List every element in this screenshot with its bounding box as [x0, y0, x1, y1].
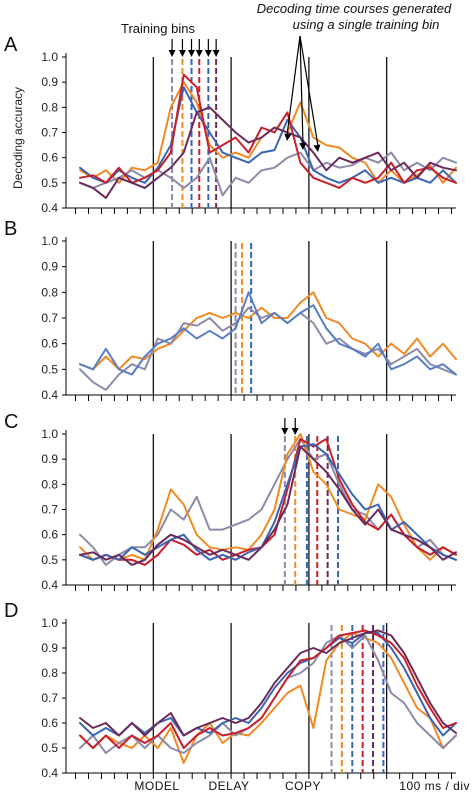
y-tick-label: 1.0	[41, 234, 58, 248]
panel-c-arrowhead	[281, 428, 289, 435]
training-bin-arrowhead	[204, 50, 212, 57]
y-axis-label: Decoding accuracy	[11, 87, 25, 189]
training-bin-arrowhead	[168, 50, 176, 57]
decoding-arrowhead	[299, 142, 307, 150]
y-tick-label: 0.4	[41, 766, 58, 780]
series-line	[79, 632, 457, 764]
panel-b: B 0.4 0.5 0.6 0.7 0.8 0.9 1.0	[4, 218, 457, 402]
decoding-arrow	[299, 35, 319, 147]
y-tick-label: 0.6	[41, 716, 58, 730]
y-tick-label: 1.0	[41, 427, 58, 441]
series-line	[79, 445, 457, 566]
training-bin-arrowhead	[195, 50, 203, 57]
x-label-model: MODEL	[134, 779, 179, 793]
decoding-annotation-line1: Decoding time courses generated	[257, 1, 452, 16]
training-bins-label: Training bins	[121, 21, 195, 36]
y-tick-label: 0.8	[41, 100, 58, 114]
series-line	[79, 443, 457, 561]
y-tick-label: 0.4	[41, 578, 58, 592]
y-tick-label: 0.6	[41, 151, 58, 165]
y-tick-label: 0.7	[41, 311, 58, 325]
y-tick-label: 0.7	[41, 691, 58, 705]
series-line	[79, 306, 457, 391]
panels: A 0.4 0.5 0.6 0.7 0.8 0.9 1.0 B 0.4 0.5 0.6 0.7 0.8 0.…	[4, 34, 457, 780]
decoding-arrow	[286, 35, 301, 136]
training-bin-arrowhead	[188, 50, 196, 57]
series-line	[79, 86, 457, 184]
y-tick-label: 0.7	[41, 503, 58, 517]
y-tick-label: 0.8	[41, 666, 58, 680]
training-bin-arrowhead	[212, 50, 220, 57]
y-tick-label: 0.5	[41, 553, 58, 567]
x-label-delay: DELAY	[209, 779, 250, 793]
y-tick-label: 0.9	[41, 260, 58, 274]
y-tick-label: 0.5	[41, 741, 58, 755]
y-tick-label: 0.4	[41, 388, 58, 402]
series-line	[79, 291, 457, 371]
decoding-arrow	[299, 35, 304, 145]
y-tick-label: 0.4	[41, 201, 58, 215]
x-label-copy: COPY	[285, 779, 321, 793]
decoding-annotation-line2: using a single training bin	[293, 17, 440, 32]
panel-d: D 0.4 0.5 0.6 0.7 0.8 0.9 1.0	[4, 600, 457, 780]
training-bin-arrowhead	[178, 50, 186, 57]
y-tick-label: 0.8	[41, 285, 58, 299]
panel-letter: D	[4, 600, 18, 622]
y-tick-label: 0.9	[41, 452, 58, 466]
y-tick-label: 0.5	[41, 362, 58, 376]
series-line	[79, 629, 457, 737]
y-tick-label: 0.8	[41, 477, 58, 491]
series-line	[79, 106, 457, 199]
y-tick-label: 0.9	[41, 641, 58, 655]
series-line	[79, 629, 457, 749]
training-bins-annotation: Training bins	[121, 21, 195, 36]
series-line	[79, 433, 457, 561]
y-tick-label: 1.0	[41, 616, 58, 630]
panel-letter: C	[4, 411, 18, 433]
decoding-arrowhead	[284, 133, 292, 141]
decoding-annotation: Decoding time courses generated using a …	[257, 1, 452, 32]
annotation-arrows	[168, 35, 321, 435]
series-line	[79, 151, 457, 197]
y-tick-label: 1.0	[41, 50, 58, 64]
y-tick-label: 0.9	[41, 75, 58, 89]
x-label-scale: 100 ms / div	[399, 779, 470, 793]
series-line	[79, 73, 457, 189]
panel-a: A 0.4 0.5 0.6 0.7 0.8 0.9 1.0	[4, 34, 457, 215]
series-line	[79, 632, 457, 737]
panel-letter: B	[4, 218, 17, 240]
y-tick-label: 0.7	[41, 126, 58, 140]
panel-letter: A	[4, 34, 18, 56]
x-axis-labels: MODEL DELAY COPY 100 ms / div	[134, 779, 470, 793]
panel-c: C 0.4 0.5 0.6 0.7 0.8 0.9 1.0	[4, 411, 457, 592]
y-tick-label: 0.6	[41, 337, 58, 351]
decoding-arrowhead	[313, 144, 321, 152]
series-line	[79, 438, 457, 566]
series-line	[79, 438, 457, 566]
series-line	[79, 291, 457, 376]
y-tick-label: 0.6	[41, 528, 58, 542]
panel-c-arrowhead	[291, 428, 299, 435]
y-tick-label: 0.5	[41, 176, 58, 190]
y-axis-label-group: Decoding accuracy	[11, 87, 25, 189]
